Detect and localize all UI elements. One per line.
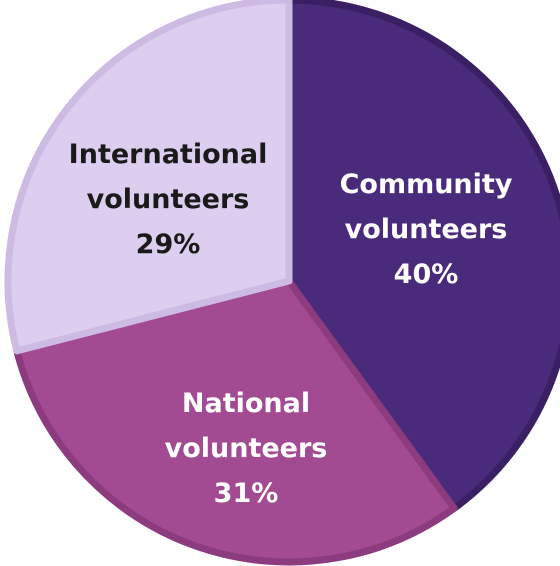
pie-slice-national — [13, 277, 458, 566]
pie-slice-label-line: National — [182, 388, 310, 419]
pie-slice-label-international: International volunteers 29% — [69, 139, 268, 260]
pie-slice-percent: 31% — [214, 478, 279, 509]
pie-slice-label-line: Community — [340, 169, 513, 200]
pie-slice-label-community: Community volunteers 40% — [340, 169, 513, 290]
pie-slice-percent: 29% — [136, 229, 201, 260]
pie-slice-label-line: volunteers — [345, 214, 508, 245]
pie-slice-community — [285, 0, 560, 512]
pie-slice-label-national: National volunteers 31% — [165, 388, 328, 509]
pie-slice-percent: 40% — [394, 259, 459, 290]
pie-slice-label-line: volunteers — [165, 433, 328, 464]
pie-slice-label-line: volunteers — [87, 184, 250, 215]
pie-slice-label-line: International — [69, 139, 268, 170]
pie-slice-international — [4, 0, 293, 355]
